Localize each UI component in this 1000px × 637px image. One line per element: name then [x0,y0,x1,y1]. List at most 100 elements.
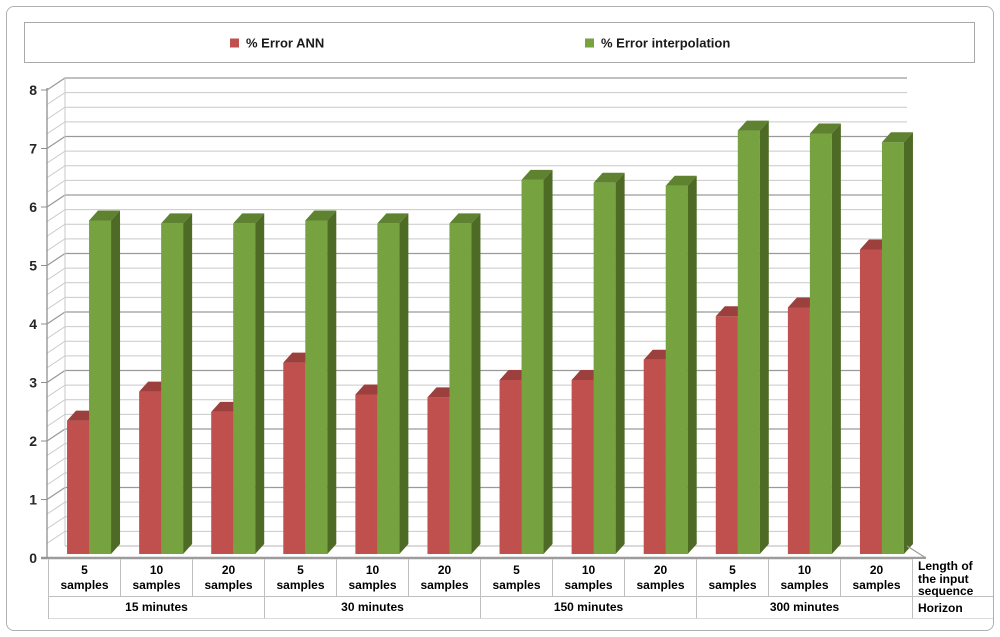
horizon-group-label-cell: 150 minutes [481,597,697,619]
gridline-minor [46,355,907,369]
legend-swatch-ann-icon [230,38,239,47]
bar-error-ann [427,387,459,554]
sample-label-cell: 20 samples [625,559,697,597]
gridline-minor [46,399,907,413]
sample-label-cell: 5 samples [265,559,337,597]
bar-error-ann [283,352,315,554]
gridline-minor [46,92,907,106]
legend: % Error ANN % Error interpolation [24,22,975,63]
gridline-minor [46,501,907,515]
bar-error-interpolation [161,213,193,554]
group-axis-row: 15 minutes 30 minutes 150 minutes 300 minut… [48,597,913,619]
bar-error-interpolation [665,175,697,554]
sample-label-cell: 10 samples [769,559,841,597]
bar-error-ann [859,239,891,554]
sample-unit-label: samples [276,577,325,592]
sample-label-cell: 10 samples [337,559,409,597]
gridline-minor [46,457,907,471]
gridline-major [46,369,907,384]
bar-error-ann [67,410,99,554]
sample-label-cell: 10 samples [121,559,193,597]
gridline-minor [46,530,907,544]
sample-unit-label: samples [420,577,469,592]
y-axis-tick-label: 6 [29,199,37,215]
bar-error-ann [499,370,531,554]
sample-unit-label: samples [780,577,829,592]
gridline-minor [46,443,907,457]
gridline-major [46,252,907,267]
bar-error-ann [211,401,243,554]
sample-unit-label: samples [492,577,541,592]
page-border [6,6,994,631]
bar-error-interpolation [377,213,409,554]
group-axis-corner-label: Horizon [913,597,993,619]
sample-label-cell: 5 samples [481,559,553,597]
gridline-minor [46,209,907,223]
y-axis-tick-label: 3 [29,375,37,391]
gridline-major [46,77,907,91]
y-axis-tick-label: 0 [29,550,37,566]
bar-error-ann [571,370,603,554]
y-axis-tick-label: 2 [29,433,37,449]
sample-label-cell: 20 samples [409,559,481,597]
gridline-minor [46,267,907,281]
y-axis-tick-label: 1 [29,492,37,508]
sample-count-label: 5 [513,563,520,578]
bar-error-interpolation [521,169,553,554]
bar-error-interpolation [89,210,121,554]
legend-label-ann: % Error ANN [246,35,325,50]
gridline-minor [46,516,907,530]
gridline-minor [46,106,907,120]
horizon-group-label-cell: 15 minutes [49,597,265,619]
gridline-minor [46,326,907,340]
gridline-minor [46,296,907,310]
bar-error-interpolation [593,172,625,555]
sample-count-label: 10 [797,563,812,578]
horizon-group-label-cell: 30 minutes [265,597,481,619]
gridline-minor [46,223,907,237]
legend-label-interpolation: % Error interpolation [601,35,731,50]
floor-right-edge [906,545,927,559]
gridline-major [46,311,907,325]
sample-count-label: 5 [729,563,736,578]
bar-error-interpolation [737,120,769,554]
bar-error-interpolation [305,210,337,554]
y-axis-tick-label: 4 [29,316,37,332]
sample-unit-label: samples [564,577,613,592]
sample-count-label: 10 [149,563,164,578]
y-axis-tick-label: 7 [29,141,37,157]
sample-count-label: 20 [221,563,236,578]
gridline-major [46,194,907,208]
sample-count-label: 5 [81,563,88,578]
gridline-minor [46,121,907,135]
legend-item-ann: % Error ANN [230,35,324,50]
gridline-minor [46,165,907,179]
category-axis-row: 5 samples 10 samples 20 samples 5 samples 10 samp… [48,559,913,597]
gridline-minor [46,238,907,252]
gridline-major [46,135,907,150]
sample-unit-label: samples [132,577,181,592]
sample-unit-label: samples [708,577,757,592]
bar-error-ann [787,297,819,554]
gridline-major [46,486,907,501]
sample-unit-label: samples [204,577,253,592]
sample-count-label: 20 [653,563,668,578]
gridline-minor [46,150,907,164]
sample-label-cell: 5 samples [49,559,121,597]
gridline-minor [46,472,907,486]
bar-error-ann [355,384,387,554]
legend-item-interpolation: % Error interpolation [585,35,730,50]
sample-unit-label: samples [852,577,901,592]
sample-label-cell: 20 samples [841,559,913,597]
gridline-minor [46,340,907,354]
y-axis-tick-label: 5 [29,258,37,274]
legend-swatch-interpolation-icon [585,38,594,47]
sample-unit-label: samples [636,577,685,592]
sample-label-cell: 5 samples [697,559,769,597]
sample-count-label: 20 [437,563,452,578]
sample-count-label: 20 [869,563,884,578]
bar-error-ann [139,381,171,554]
gridline-minor [46,179,907,193]
bar-error-interpolation [449,213,481,554]
